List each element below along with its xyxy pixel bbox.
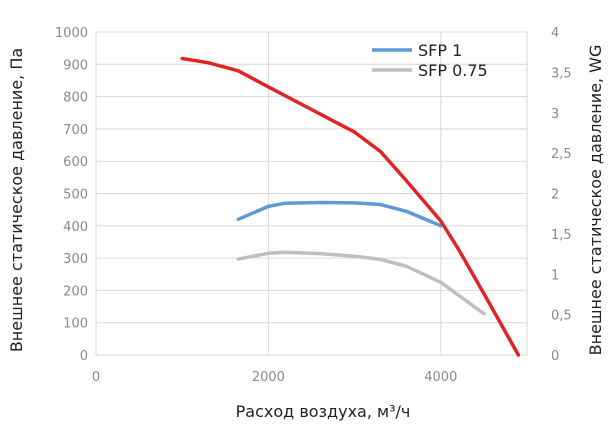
left-y-tick-label: 500: [63, 188, 88, 203]
right-y-tick-label: 0,5: [551, 309, 572, 324]
legend-label: SFP 0.75: [418, 61, 488, 80]
left-y-tick-label: 300: [63, 252, 88, 267]
grid-lines: [95, 31, 528, 356]
left-y-tick-label: 800: [63, 91, 88, 106]
right-y-tick-label: 3: [551, 107, 559, 122]
series-lines: [180, 56, 521, 357]
x-tick-label: 2000: [252, 370, 285, 385]
x-tick-label: 0: [92, 370, 100, 385]
series-line-sfp-0.75: [236, 250, 486, 316]
legend-label: SFP 1: [418, 41, 462, 60]
series-line-main: [180, 56, 521, 357]
left-y-tick-label: 100: [63, 317, 88, 332]
right-y-tick-label: 0: [551, 349, 559, 364]
series-line-sfp-1: [236, 200, 443, 228]
left-y-axis-title: Внешнее статическое давление, Па: [7, 48, 26, 352]
right-y-tick-label: 1,5: [551, 228, 572, 243]
x-ticks: 0 2000 4000: [92, 370, 457, 385]
right-y-tick-label: 1: [551, 268, 559, 283]
right-y-tick-label: 4: [551, 26, 559, 41]
left-y-tick-label: 0: [80, 349, 88, 364]
x-tick-label: 4000: [424, 370, 457, 385]
right-y-tick-label: 2,5: [551, 147, 572, 162]
left-y-tick-label: 400: [63, 220, 88, 235]
left-y-tick-label: 600: [63, 155, 88, 170]
right-y-tick-label: 2: [551, 188, 559, 203]
left-y-tick-label: 700: [63, 123, 88, 138]
right-y-ticks: 0 0,5 1 1,5 2 2,5 3 3,5 4: [551, 26, 572, 364]
left-y-tick-label: 900: [63, 58, 88, 73]
left-y-ticks: 0 100 200 300 400 500 600 700 800 900 1000: [55, 26, 88, 364]
x-axis-title: Расход воздуха, м³/ч: [236, 402, 411, 421]
left-y-tick-label: 1000: [55, 26, 88, 41]
left-y-tick-label: 200: [63, 284, 88, 299]
right-y-tick-label: 3,5: [551, 66, 572, 81]
right-y-axis-title: Внешнее статическое давление, WG: [586, 45, 605, 356]
